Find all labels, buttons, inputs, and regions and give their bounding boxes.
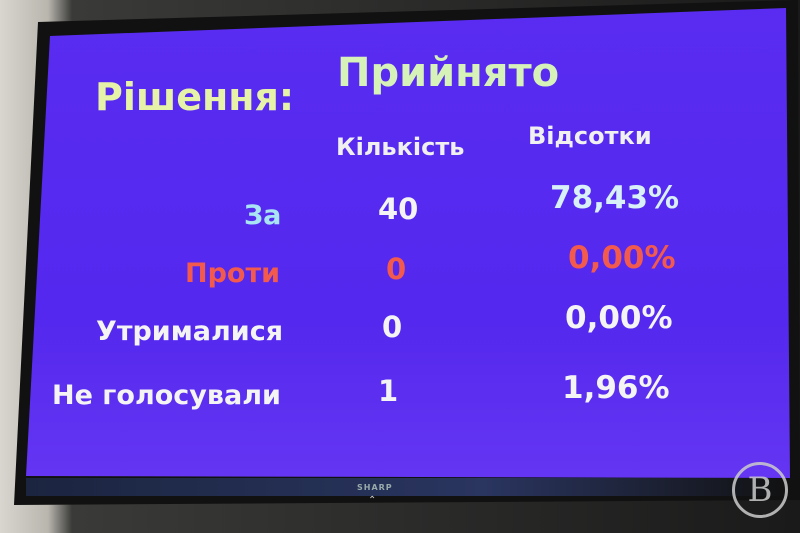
- row-percent-for: 78,43%: [550, 180, 680, 216]
- row-count-against: 0: [386, 252, 407, 286]
- watermark-logo: В: [732, 462, 788, 518]
- row-label-abstained: Утрималися: [96, 316, 284, 347]
- column-header-count: Кількість: [336, 133, 465, 161]
- row-label-not-voted: Не голосували: [52, 380, 281, 411]
- row-count-not-voted: 1: [378, 374, 399, 408]
- tv-bottom-strip: [26, 478, 790, 496]
- column-header-percent: Відсотки: [528, 122, 652, 150]
- tv-brand-logo: SHARP: [357, 483, 393, 492]
- row-percent-abstained: 0,00%: [565, 300, 673, 336]
- row-label-against: Проти: [185, 258, 281, 289]
- row-count-for: 40: [378, 192, 419, 226]
- decision-value: Прийнято: [337, 50, 560, 96]
- row-count-abstained: 0: [382, 310, 403, 344]
- chevron-up-icon: ⌃: [368, 495, 377, 506]
- decision-label: Рішення:: [95, 75, 295, 119]
- row-label-for: За: [244, 200, 282, 231]
- row-percent-not-voted: 1,96%: [562, 370, 670, 406]
- row-percent-against: 0,00%: [568, 240, 676, 276]
